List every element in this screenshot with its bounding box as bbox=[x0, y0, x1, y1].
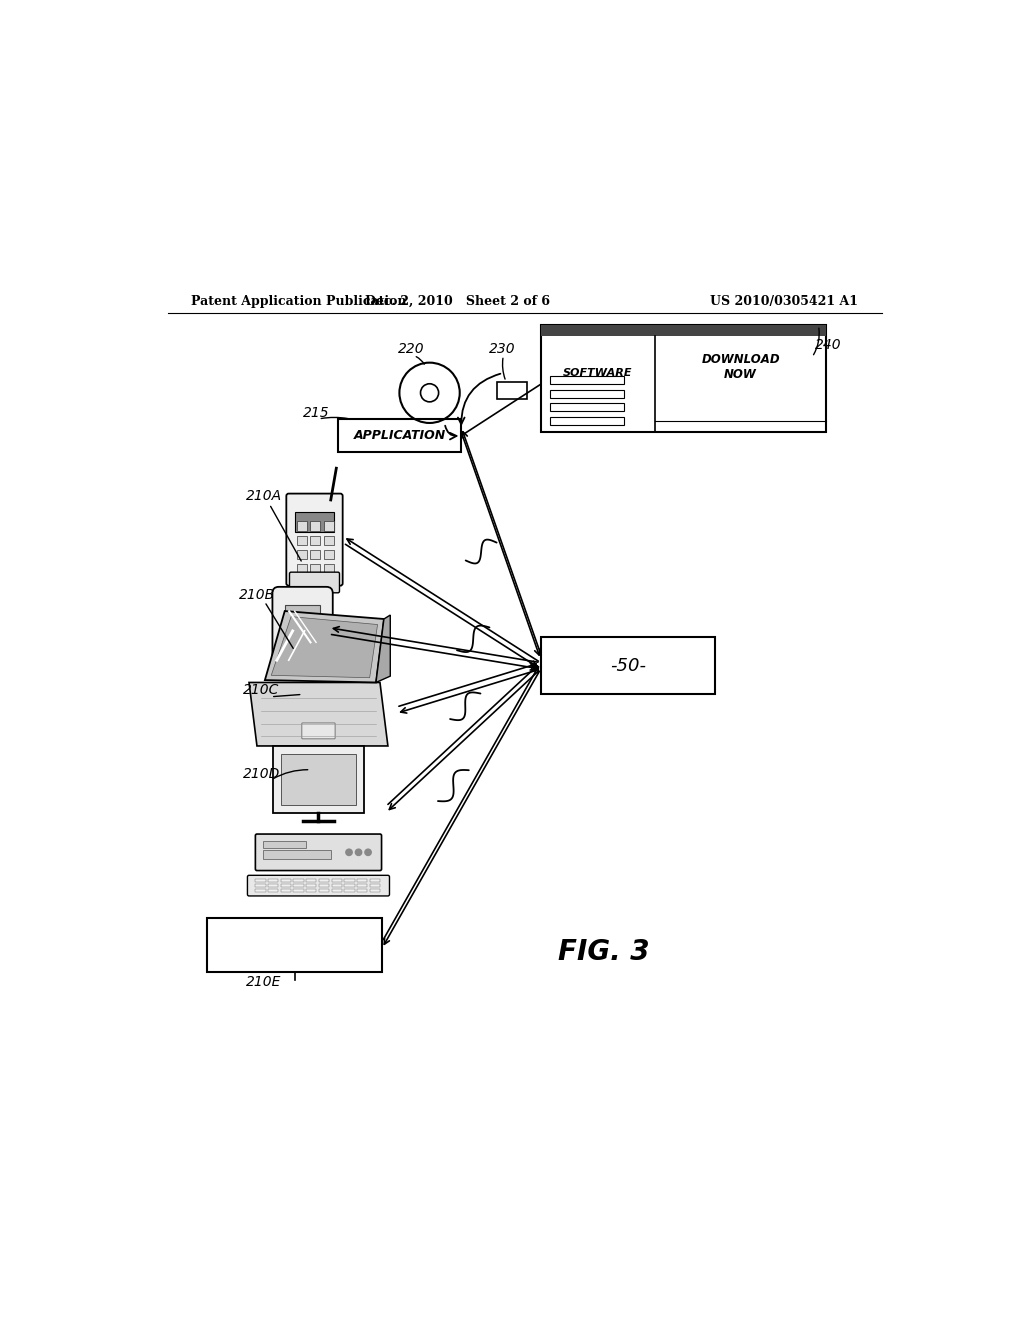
FancyBboxPatch shape bbox=[255, 834, 382, 871]
FancyBboxPatch shape bbox=[286, 652, 296, 665]
Bar bbox=[281, 884, 291, 887]
Bar bbox=[324, 536, 334, 545]
Bar bbox=[318, 884, 329, 887]
Text: 240: 240 bbox=[814, 338, 841, 352]
Bar bbox=[263, 841, 306, 849]
Bar bbox=[281, 754, 356, 805]
Bar bbox=[297, 521, 307, 531]
Text: DOWNLOAD
NOW: DOWNLOAD NOW bbox=[701, 354, 780, 381]
Text: 210E: 210E bbox=[246, 974, 281, 989]
Bar bbox=[294, 879, 304, 883]
Bar bbox=[370, 884, 380, 887]
Bar bbox=[294, 884, 304, 887]
Bar bbox=[263, 850, 331, 859]
Bar bbox=[370, 879, 380, 883]
Bar bbox=[497, 381, 527, 399]
Bar bbox=[357, 879, 368, 883]
Text: SOFTWARE: SOFTWARE bbox=[563, 368, 633, 378]
Circle shape bbox=[346, 849, 352, 855]
Bar bbox=[295, 512, 334, 532]
Bar bbox=[285, 605, 321, 647]
Bar bbox=[324, 550, 334, 560]
Bar bbox=[310, 521, 321, 531]
Bar bbox=[294, 888, 304, 892]
Polygon shape bbox=[265, 611, 384, 682]
Bar bbox=[207, 919, 382, 972]
Circle shape bbox=[355, 849, 361, 855]
Bar bbox=[370, 888, 380, 892]
FancyBboxPatch shape bbox=[287, 494, 343, 586]
Bar bbox=[281, 888, 291, 892]
Text: 210A: 210A bbox=[246, 488, 282, 503]
Circle shape bbox=[365, 849, 372, 855]
Bar bbox=[297, 536, 307, 545]
FancyBboxPatch shape bbox=[296, 652, 306, 665]
FancyBboxPatch shape bbox=[302, 723, 335, 739]
Text: 210B: 210B bbox=[240, 589, 275, 602]
Bar bbox=[272, 746, 365, 813]
Bar bbox=[268, 879, 279, 883]
Bar bbox=[306, 879, 316, 883]
Bar bbox=[550, 417, 625, 425]
Text: APPLICATION: APPLICATION bbox=[353, 429, 445, 442]
FancyBboxPatch shape bbox=[306, 652, 316, 665]
Bar bbox=[310, 564, 321, 574]
Bar bbox=[297, 550, 307, 560]
Bar bbox=[255, 884, 265, 887]
Bar bbox=[281, 879, 291, 883]
Bar bbox=[332, 884, 342, 887]
Bar bbox=[541, 325, 826, 433]
FancyBboxPatch shape bbox=[290, 572, 340, 593]
Bar bbox=[550, 389, 625, 397]
Polygon shape bbox=[249, 682, 388, 746]
Bar bbox=[338, 418, 462, 453]
FancyBboxPatch shape bbox=[272, 587, 333, 675]
Text: -50-: -50- bbox=[610, 657, 646, 675]
FancyBboxPatch shape bbox=[248, 875, 389, 896]
Text: 220: 220 bbox=[397, 342, 425, 356]
Text: Patent Application Publication: Patent Application Publication bbox=[191, 296, 407, 308]
Bar bbox=[310, 536, 321, 545]
Bar bbox=[332, 879, 342, 883]
Bar bbox=[324, 564, 334, 574]
Polygon shape bbox=[376, 615, 390, 682]
Bar bbox=[344, 879, 354, 883]
Text: Dec. 2, 2010   Sheet 2 of 6: Dec. 2, 2010 Sheet 2 of 6 bbox=[365, 296, 550, 308]
Bar bbox=[344, 888, 354, 892]
Bar bbox=[306, 884, 316, 887]
Bar bbox=[357, 888, 368, 892]
FancyBboxPatch shape bbox=[316, 652, 327, 665]
Bar bbox=[541, 638, 715, 694]
Bar bbox=[344, 884, 354, 887]
Bar bbox=[550, 403, 625, 411]
Text: 210D: 210D bbox=[243, 767, 281, 780]
Text: 230: 230 bbox=[489, 342, 516, 356]
Bar bbox=[318, 879, 329, 883]
Text: US 2010/0305421 A1: US 2010/0305421 A1 bbox=[710, 296, 858, 308]
Bar bbox=[310, 550, 321, 560]
Bar bbox=[541, 325, 826, 337]
Bar bbox=[268, 884, 279, 887]
Bar bbox=[324, 521, 334, 531]
Text: 215: 215 bbox=[303, 405, 330, 420]
Text: 210C: 210C bbox=[243, 684, 280, 697]
Bar bbox=[332, 888, 342, 892]
Bar bbox=[357, 884, 368, 887]
Bar bbox=[255, 879, 265, 883]
Bar bbox=[550, 376, 625, 384]
Text: FIG. 3: FIG. 3 bbox=[558, 939, 650, 966]
Polygon shape bbox=[271, 616, 378, 677]
Bar bbox=[268, 888, 279, 892]
Bar bbox=[297, 564, 307, 574]
Bar bbox=[306, 888, 316, 892]
Bar bbox=[318, 888, 329, 892]
Bar bbox=[255, 888, 265, 892]
